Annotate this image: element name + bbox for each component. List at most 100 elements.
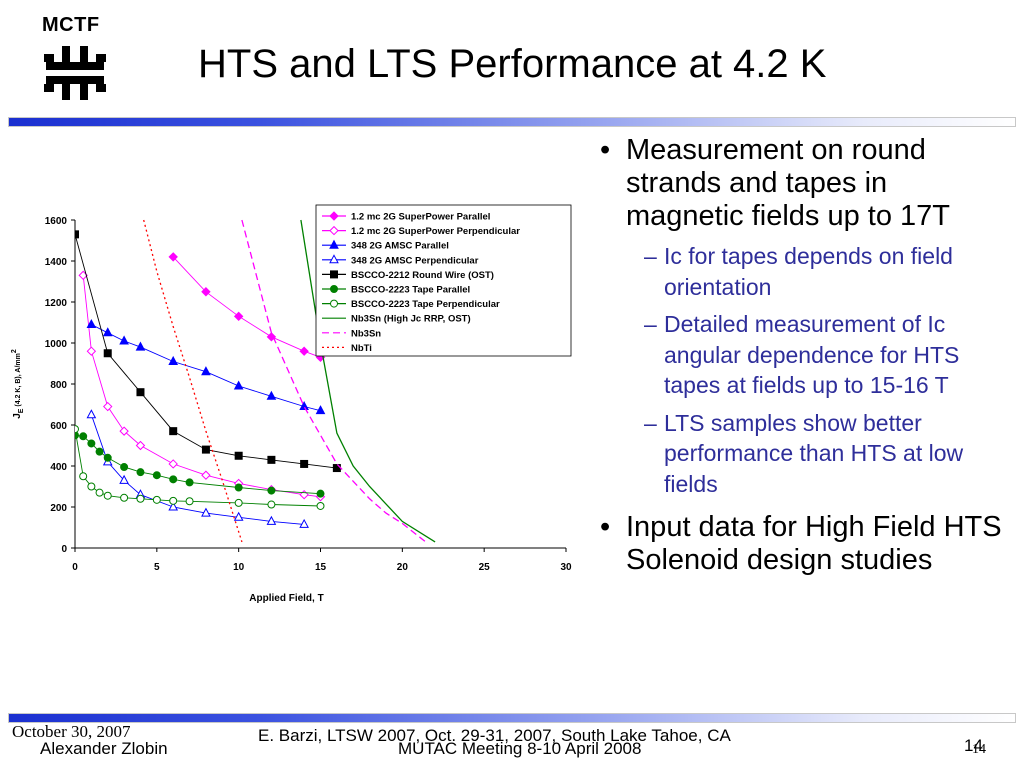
circle-marker	[79, 472, 88, 481]
y-tick-label: 800	[50, 380, 67, 391]
triangle-marker	[86, 318, 97, 329]
y-tick-label: 0	[61, 544, 67, 555]
legend-label: 1.2 mc 2G SuperPower Perpendicular	[351, 226, 520, 237]
legend-label: 348 2G AMSC Parallel	[351, 241, 449, 252]
series-line	[172, 256, 321, 358]
triangle-marker	[201, 366, 211, 376]
sub-bullet-text: Ic for tapes depends on field orientatio…	[664, 243, 953, 300]
triangle-marker	[201, 507, 211, 517]
triangle-marker	[266, 390, 277, 400]
circle-marker	[234, 498, 243, 507]
legend-label: NbTi	[351, 343, 372, 354]
x-tick-label: 10	[233, 562, 245, 573]
circle-marker	[95, 447, 104, 456]
circle-marker	[152, 471, 161, 480]
diamond-marker	[135, 440, 146, 451]
sub-bullet-marker: –	[644, 409, 657, 436]
sub-bullet-item: – Detailed measurement of Ic angular depe…	[598, 309, 1008, 401]
circle-marker	[267, 486, 276, 495]
circle-marker	[79, 432, 88, 441]
diamond-marker	[329, 211, 339, 221]
diamond-marker	[233, 311, 244, 322]
square-marker	[201, 445, 210, 454]
circle-marker	[316, 501, 325, 510]
sub-bullet-item: – Ic for tapes depends on field orientati…	[598, 241, 1008, 302]
x-tick-label: 15	[315, 562, 327, 573]
bullet-item: • Input data for High Field HTS Solenoid …	[598, 511, 1008, 577]
triangle-marker	[315, 405, 326, 415]
data-series	[75, 431, 325, 498]
square-marker	[75, 230, 79, 239]
circle-marker	[316, 489, 325, 498]
y-axis-label: JE (4.2 K, B), A/mm2	[11, 349, 25, 419]
circle-marker	[267, 500, 276, 509]
legend-label: Nb3Sn	[351, 328, 381, 339]
square-marker	[103, 349, 112, 358]
slide-title: HTS and LTS Performance at 4.2 K	[198, 42, 827, 86]
circle-marker	[185, 497, 194, 506]
triangle-marker	[299, 400, 309, 411]
bullet-marker: •	[600, 511, 611, 543]
legend-label: 1.2 mc 2G SuperPower Parallel	[351, 212, 490, 223]
y-axis-label-part: (4.2 K, B), A/mm	[15, 353, 22, 408]
x-axis-label: Applied Field, T	[249, 593, 323, 604]
circle-marker	[185, 478, 194, 487]
diamond-marker	[103, 401, 113, 412]
footer-meeting: MUTAC Meeting 8-10 April 2008	[398, 739, 642, 758]
x-tick-label: 25	[479, 562, 491, 573]
data-series	[168, 252, 326, 363]
jc-vs-field-chart: 0 200 400 600 800 1000 1200 1400 1600 0 5 10 15 20 25 3…	[11, 204, 572, 604]
circle-marker	[75, 425, 79, 434]
diamond-marker	[201, 470, 211, 480]
triangle-marker	[102, 327, 113, 337]
y-axis-label-part: E	[18, 408, 25, 413]
square-marker	[234, 451, 243, 460]
sub-bullet-marker: –	[644, 311, 657, 337]
page-number-overlay: 14	[972, 742, 986, 757]
triangle-marker	[168, 355, 179, 365]
legend-box	[315, 204, 572, 357]
y-axis-label-part: 2	[11, 349, 18, 353]
data-series	[78, 270, 326, 502]
sub-bullet-text: Detailed measurement of Ic angular depen…	[664, 311, 960, 398]
circle-marker	[136, 468, 145, 477]
triangle-marker	[266, 515, 277, 525]
x-tick-label: 5	[154, 562, 160, 573]
triangle-marker	[329, 239, 339, 249]
circle-marker	[120, 463, 129, 472]
square-marker	[267, 455, 276, 464]
triangle-marker	[299, 518, 309, 528]
circle-marker	[169, 475, 178, 484]
diamond-marker	[86, 346, 97, 356]
bullet-list: • Measurement on round strands and tapes …	[598, 134, 1008, 585]
square-marker	[169, 427, 178, 436]
legend-label: 348 2G AMSC Perpendicular	[351, 255, 479, 266]
diamond-marker	[299, 489, 309, 500]
circle-marker	[136, 494, 145, 503]
data-series	[241, 219, 428, 544]
logo-text: MCTF	[42, 14, 100, 36]
series-line	[75, 429, 321, 507]
triangle-marker	[135, 341, 146, 351]
series-line	[91, 324, 321, 412]
page-number: 14	[964, 736, 983, 755]
legend-label: BSCCO-2212 Round Wire (OST)	[351, 270, 494, 281]
circle-marker	[234, 483, 243, 492]
bullet-marker: •	[600, 134, 611, 166]
y-tick-label: 600	[50, 421, 67, 432]
data-series	[75, 230, 341, 473]
circle-marker	[330, 299, 338, 308]
triangle-marker	[233, 511, 244, 521]
triangle-marker	[86, 409, 97, 419]
footer-date: October 30, 2007	[12, 722, 131, 741]
diamond-marker	[168, 459, 178, 469]
y-tick-label: 200	[50, 503, 67, 514]
header-divider-band	[8, 117, 1016, 127]
circle-marker	[330, 285, 338, 293]
bullet-text: Input data for High Field HTS Solenoid d…	[626, 511, 1002, 576]
circle-marker	[152, 495, 161, 504]
footer-author: Alexander Zlobin	[40, 739, 168, 758]
footer-conference: E. Barzi, LTSW 2007, Oct. 29-31, 2007, S…	[258, 726, 731, 745]
triangle-marker	[119, 474, 129, 484]
x-tick-label: 0	[72, 562, 78, 573]
